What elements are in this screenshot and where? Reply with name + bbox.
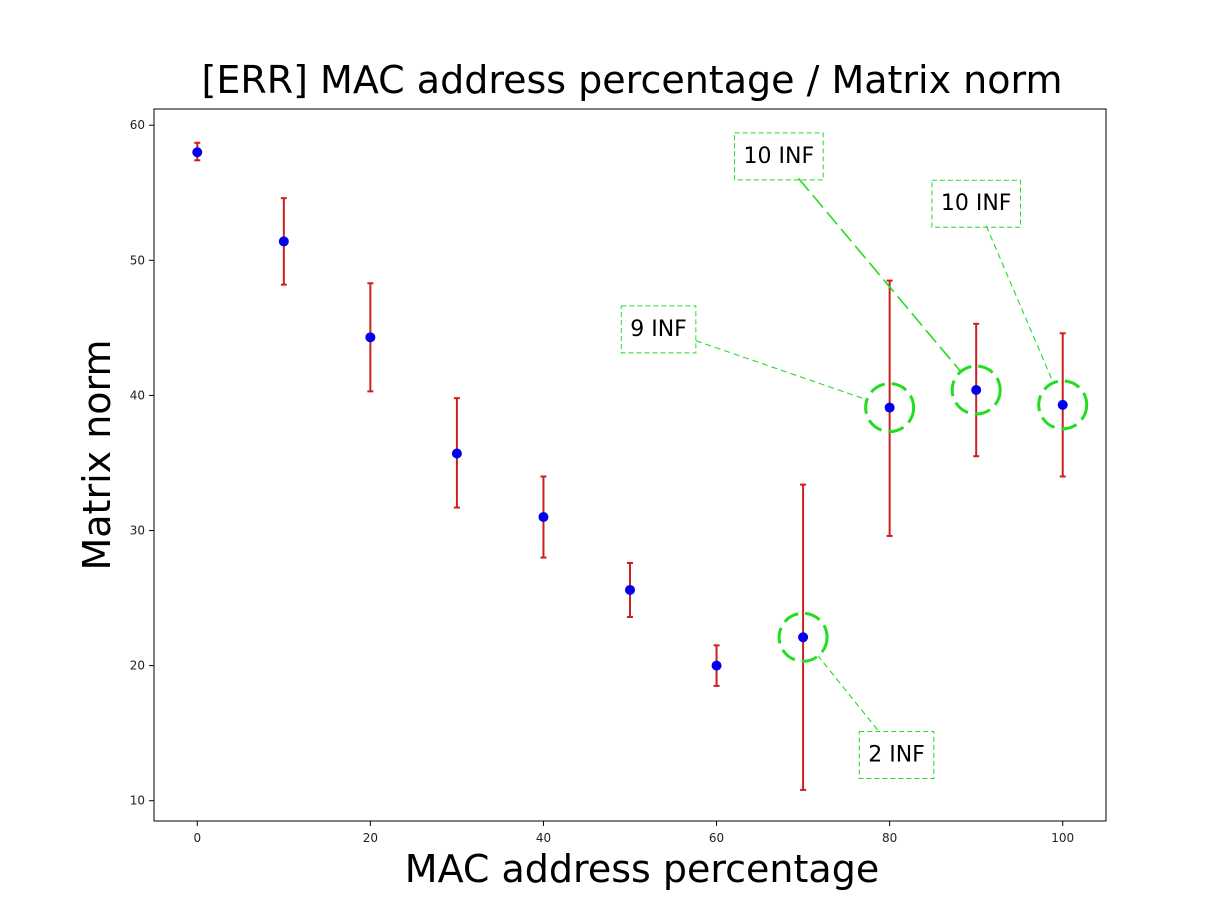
annotation-ring bbox=[864, 382, 916, 434]
data-point bbox=[1057, 399, 1068, 410]
data-point bbox=[451, 448, 462, 459]
x-tick-label: 40 bbox=[536, 831, 551, 845]
annotation-ring bbox=[950, 364, 1002, 416]
annotation-box bbox=[620, 305, 697, 354]
y-tick-label: 20 bbox=[130, 659, 145, 673]
y-tick-label: 50 bbox=[130, 253, 145, 267]
annotation-connector bbox=[985, 225, 1054, 384]
data-point bbox=[538, 512, 549, 523]
data-point bbox=[971, 385, 982, 396]
x-tick-label: 100 bbox=[1051, 831, 1074, 845]
x-tick-label: 60 bbox=[709, 831, 724, 845]
annotation-label: 10 INF bbox=[941, 191, 1012, 216]
data-point bbox=[798, 632, 809, 643]
annotation-connector bbox=[797, 177, 962, 373]
x-tick-label: 0 bbox=[193, 831, 201, 845]
y-tick-label: 60 bbox=[130, 118, 145, 132]
annotation-ring bbox=[777, 611, 829, 663]
annotation-label: 10 INF bbox=[744, 144, 815, 169]
annotation-box bbox=[734, 132, 824, 181]
data-point bbox=[625, 584, 635, 595]
data-point bbox=[278, 236, 289, 247]
x-tick-label: 80 bbox=[882, 831, 897, 845]
y-tick-label: 40 bbox=[130, 388, 145, 402]
annotations: 2 INF 9 INF 10 INF 10 INF bbox=[620, 132, 1089, 779]
y-axis-label: Matrix norm bbox=[75, 339, 119, 570]
axis-ticks: 0 20 40 60 80 100 10 20 30 40 50 60 bbox=[130, 118, 1074, 845]
data-point bbox=[192, 147, 203, 158]
data-points bbox=[192, 147, 1068, 671]
data-point bbox=[711, 660, 722, 671]
plot-area-frame bbox=[153, 108, 1107, 822]
annotation-label: 2 INF bbox=[868, 742, 925, 767]
annotation-box bbox=[931, 179, 1021, 228]
error-bars bbox=[194, 141, 1066, 791]
x-tick-label: 20 bbox=[363, 831, 378, 845]
annotation-ring bbox=[1037, 379, 1089, 431]
annotation-connector bbox=[695, 340, 868, 401]
data-point bbox=[884, 402, 895, 413]
y-tick-label: 30 bbox=[130, 524, 145, 538]
chart-title: [ERR] MAC address percentage / Matrix no… bbox=[202, 58, 1063, 102]
x-axis-label: MAC address percentage bbox=[405, 847, 879, 891]
annotation-box bbox=[858, 730, 935, 779]
annotation-label: 9 INF bbox=[630, 317, 687, 342]
data-point bbox=[365, 332, 376, 343]
annotation-connector bbox=[817, 655, 879, 731]
y-tick-label: 10 bbox=[130, 794, 145, 808]
